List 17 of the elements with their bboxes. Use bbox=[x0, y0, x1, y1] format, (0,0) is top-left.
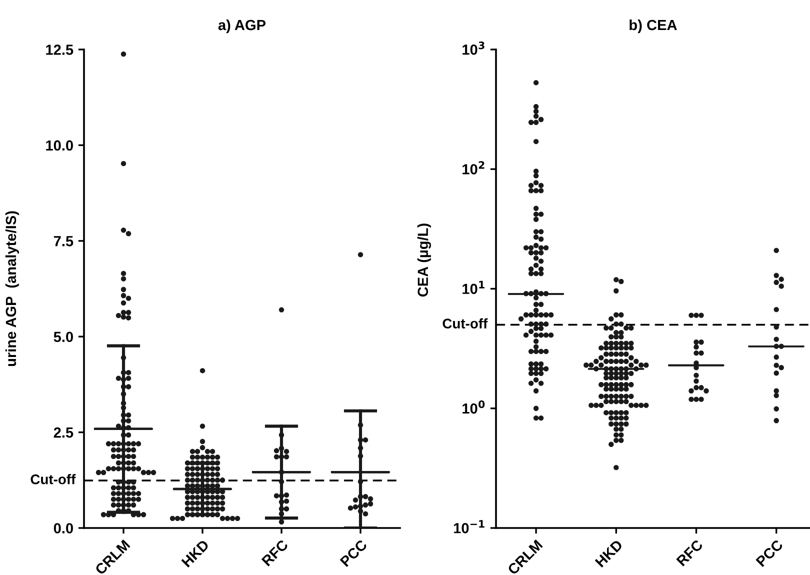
ref-line-label: Cut-off bbox=[442, 318, 488, 328]
y-tick-label: 10$^{0}$ bbox=[462, 400, 485, 414]
y-axis-title: CEA (µg/L) bbox=[417, 224, 431, 297]
y-axis-title: urine AGP (analyte/IS) bbox=[5, 211, 19, 366]
y-tick-label: 10$^{1}$ bbox=[462, 280, 484, 294]
y-tick-label: 7.5 bbox=[54, 236, 74, 246]
y-tick-label: 10$^{3}$ bbox=[462, 42, 484, 55]
y-tick-label: 0.0 bbox=[54, 523, 73, 534]
chart-title: b) CEA bbox=[630, 19, 677, 34]
y-tick-label: 2.5 bbox=[54, 427, 74, 438]
y-tick-label: 12.5 bbox=[46, 44, 74, 55]
ref-line-label: Cut-off bbox=[30, 474, 76, 484]
y-tick-label: 10.0 bbox=[46, 140, 73, 151]
y-tick-label: 10$^{2}$ bbox=[462, 161, 484, 174]
y-tick-label: 5.0 bbox=[54, 332, 73, 342]
chart-title: a) AGP bbox=[218, 19, 266, 34]
y-tick-label: 10$^{−1}$ bbox=[454, 520, 484, 534]
